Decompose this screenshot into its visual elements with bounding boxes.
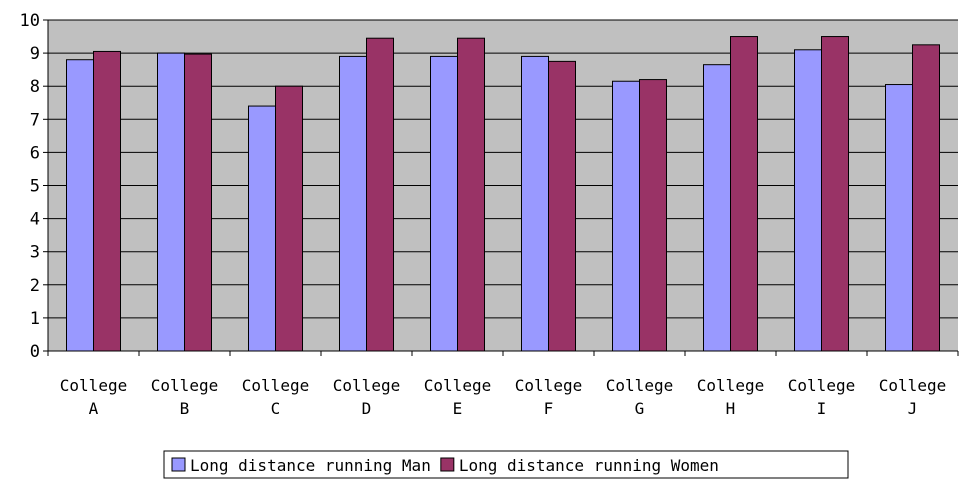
legend: Long distance running Man Long distance r… [163, 450, 849, 479]
bar-man-e [430, 55, 458, 352]
category-label-line2: J [908, 399, 918, 418]
category-label-line2: D [362, 399, 372, 418]
category-label-line2: G [635, 399, 645, 418]
bar-women-d [366, 37, 394, 352]
bar-women-b [184, 53, 212, 352]
y-tick-label: 8 [30, 77, 40, 97]
legend-swatch-women [440, 457, 455, 472]
legend-swatch-man [171, 457, 186, 472]
bars [66, 36, 940, 352]
category-label-line2: C [271, 399, 281, 418]
category-label-line1: College [333, 376, 400, 395]
bar-man-i [794, 49, 822, 352]
category-label-line2: I [817, 399, 827, 418]
y-tick-label: 4 [30, 210, 40, 230]
category-label-line2: A [89, 399, 99, 418]
legend-label-man: Long distance running Man [190, 456, 431, 475]
bar-women-g [639, 79, 667, 352]
bar-man-b [157, 52, 185, 352]
y-tick-label: 3 [30, 243, 40, 263]
y-tick-label: 6 [30, 143, 40, 163]
bar-women-e [457, 37, 485, 352]
bar-man-c [248, 105, 276, 352]
legend-label-women: Long distance running Women [459, 456, 719, 475]
legend-box [163, 450, 849, 479]
bar-women-j [912, 44, 940, 352]
y-tick-label: 1 [30, 309, 40, 329]
category-label-line1: College [424, 376, 491, 395]
x-category-labels: College A College B College C College D College E… [60, 376, 946, 418]
y-tick-label: 5 [30, 177, 40, 197]
y-tick-labels: 0 1 2 3 4 5 6 7 8 9 10 [20, 11, 40, 362]
category-label-line1: College [60, 376, 127, 395]
y-tick-label: 10 [20, 11, 40, 31]
category-label-line1: College [242, 376, 309, 395]
category-label-line1: College [151, 376, 218, 395]
category-label-line2: E [453, 399, 463, 418]
bar-man-f [521, 55, 549, 352]
category-label-line1: College [515, 376, 582, 395]
category-label-line1: College [879, 376, 946, 395]
y-tick-label: 2 [30, 276, 40, 296]
category-label-line2: F [544, 399, 554, 418]
y-tick-label: 0 [30, 342, 40, 362]
category-label-line1: College [697, 376, 764, 395]
bar-man-a [66, 59, 94, 352]
bar-women-h [730, 36, 758, 352]
bar-man-d [339, 55, 367, 352]
bar-women-i [821, 36, 849, 352]
bar-man-g [612, 80, 640, 352]
category-label-line1: College [788, 376, 855, 395]
bar-women-f [548, 60, 576, 352]
y-tick-label: 9 [30, 44, 40, 64]
axes [43, 19, 959, 356]
bar-women-c [275, 85, 303, 352]
category-label-line1: College [606, 376, 673, 395]
bar-man-h [703, 64, 731, 352]
category-label-line2: B [180, 399, 190, 418]
bar-women-a [93, 50, 121, 352]
category-label-line2: H [726, 399, 736, 418]
bar-man-j [885, 84, 913, 352]
y-tick-label: 7 [30, 110, 40, 130]
